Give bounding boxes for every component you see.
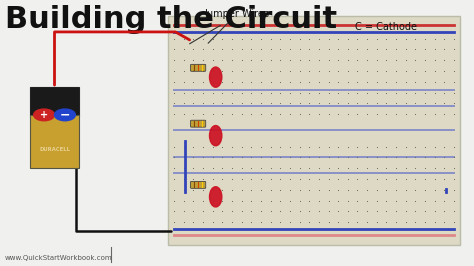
- Ellipse shape: [210, 187, 222, 207]
- FancyBboxPatch shape: [191, 181, 206, 188]
- Circle shape: [34, 109, 55, 121]
- Ellipse shape: [210, 67, 222, 87]
- Text: C = Cathode: C = Cathode: [356, 22, 417, 32]
- FancyBboxPatch shape: [191, 64, 206, 71]
- Ellipse shape: [210, 126, 222, 146]
- Text: +: +: [40, 110, 48, 120]
- FancyBboxPatch shape: [168, 16, 460, 245]
- Text: www.QuickStartWorkbook.com: www.QuickStartWorkbook.com: [5, 255, 112, 261]
- Text: Jumper Wires: Jumper Wires: [204, 9, 270, 43]
- Text: Building the Circuit: Building the Circuit: [5, 5, 337, 34]
- FancyBboxPatch shape: [191, 120, 206, 127]
- Circle shape: [55, 109, 75, 121]
- Text: −: −: [60, 109, 70, 121]
- Text: DURACELL: DURACELL: [39, 147, 70, 152]
- FancyBboxPatch shape: [30, 115, 79, 168]
- FancyBboxPatch shape: [30, 87, 79, 116]
